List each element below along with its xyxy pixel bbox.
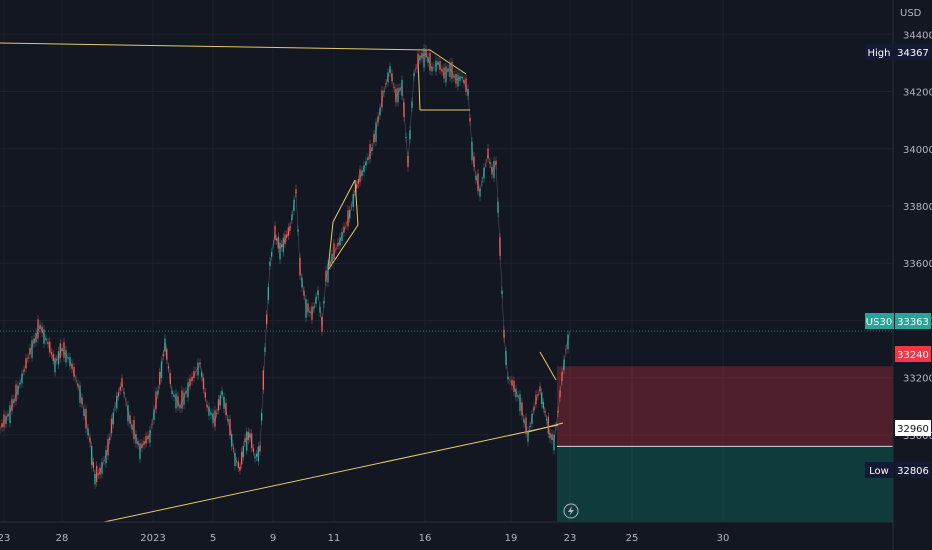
trend-drawings <box>0 42 564 523</box>
target-zone <box>557 446 893 522</box>
y-tick-label: 33000 <box>903 431 932 442</box>
price-series <box>0 43 893 489</box>
price-label-name: US30 <box>866 317 892 328</box>
price-label-box <box>895 420 931 436</box>
trend-line <box>0 42 431 51</box>
y-tick-label: 33600 <box>903 259 932 270</box>
x-tick-label: 9 <box>270 533 276 544</box>
price-label-value: 34367 <box>897 48 929 59</box>
price-label-box <box>895 462 931 478</box>
x-tick-label: 2023 <box>140 533 165 544</box>
price-label-box <box>895 44 931 60</box>
y-tick-label: 33200 <box>903 374 932 385</box>
price-label-name-box <box>865 462 894 478</box>
trend-line <box>327 221 334 271</box>
x-tick-label: 23 <box>0 533 10 544</box>
price-label-value: 32960 <box>897 424 929 435</box>
trend-line <box>103 424 559 523</box>
trend-line <box>429 49 467 75</box>
position-zones <box>557 366 893 522</box>
replay-icon <box>563 503 579 519</box>
price-label-box <box>895 346 931 362</box>
x-tick-label: 23 <box>564 533 577 544</box>
trend-line <box>327 224 359 271</box>
currency-label: USD <box>900 8 922 19</box>
trend-line <box>527 422 564 433</box>
price-line <box>0 53 571 479</box>
time-axis[interactable]: 23 28 2023 5 9 11 16 19 23 25 30 <box>0 521 893 544</box>
lightning-icon <box>568 506 574 516</box>
misc <box>563 503 579 519</box>
price-label-name: High <box>868 48 891 59</box>
x-tick-label: 30 <box>717 533 730 544</box>
trend-line <box>354 179 359 226</box>
price-label-name-box <box>865 44 894 60</box>
y-tick-label: 34400 <box>903 30 932 41</box>
x-tick-label: 25 <box>626 533 639 544</box>
x-tick-label: 5 <box>210 533 216 544</box>
stop-zone <box>557 366 893 447</box>
x-tick-label: 11 <box>328 533 341 544</box>
x-tick-label: 19 <box>505 533 518 544</box>
y-tick-label: 34200 <box>903 88 932 99</box>
price-label-box <box>895 313 931 329</box>
trend-line <box>539 351 557 381</box>
y-tick-label: 33800 <box>903 202 932 213</box>
trend-line <box>332 179 356 223</box>
price-label-name-box <box>865 313 894 329</box>
price-label-value: 32806 <box>897 466 929 477</box>
x-tick-label: 16 <box>419 533 432 544</box>
price-label-value: 33240 <box>897 350 929 361</box>
price-label-name: Low <box>869 466 889 477</box>
price-label-value: 33363 <box>897 317 929 328</box>
y-tick-label: 34000 <box>903 145 932 156</box>
price-labels: 34367 High 33363 US30 33240 32960 32806 Low <box>865 44 931 478</box>
x-tick-label: 28 <box>56 533 69 544</box>
